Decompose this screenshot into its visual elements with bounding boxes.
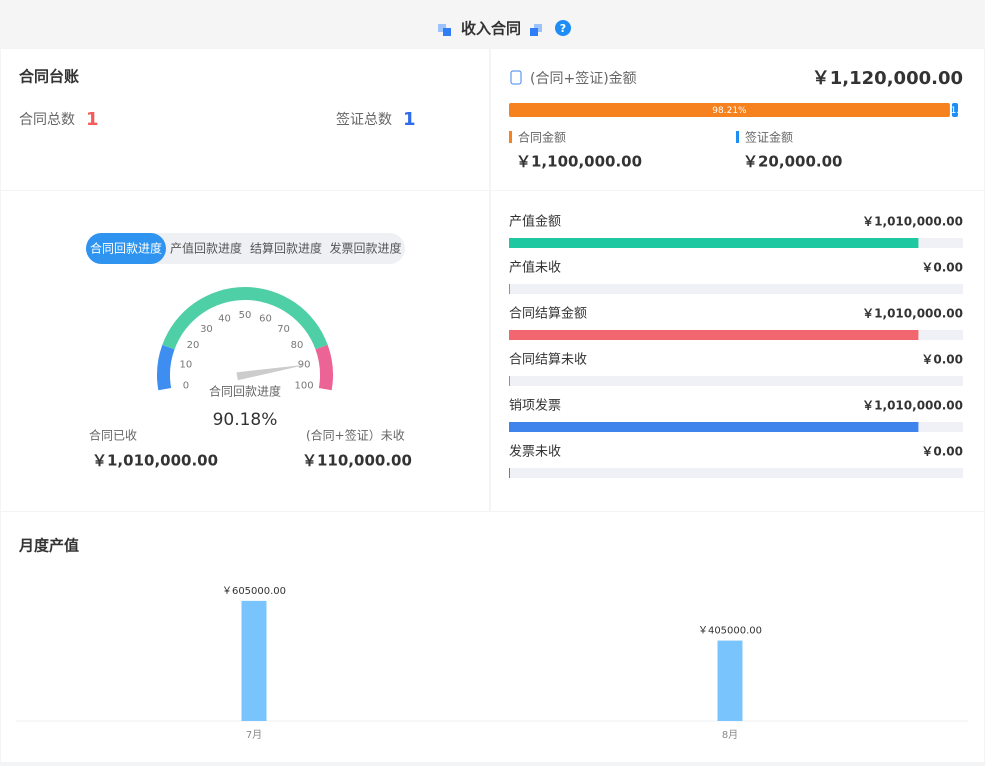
header-title: 收入合同 [461, 20, 521, 38]
progress-value: ￥0.00 [921, 353, 963, 367]
progress-bar [509, 238, 919, 248]
gauge-tick-label: 10 [180, 360, 193, 371]
progress-track [509, 376, 963, 386]
progress-label: 产值金额 [509, 214, 561, 230]
tab[interactable]: 产值回款进度 [170, 241, 242, 256]
gauge-label: 合同回款进度 [209, 384, 281, 399]
tab-bar [86, 233, 405, 264]
amount-segment [951, 103, 958, 117]
progress-track [509, 468, 963, 478]
segment-amount: ￥1,100,000.00 [516, 153, 642, 171]
panel [1, 512, 984, 762]
legend-label: 合同金额 [518, 130, 566, 145]
tab[interactable]: 结算回款进度 [250, 241, 322, 256]
bar-label: ￥405000.00 [698, 626, 762, 637]
progress-label: 合同结算未收 [509, 353, 587, 368]
gauge-tick-label: 50 [239, 310, 252, 321]
received-label: 合同已收 [89, 428, 137, 443]
tab-active[interactable] [86, 233, 166, 264]
gauge-tick-label: 0 [183, 380, 189, 391]
gauge-value: 90.18% [213, 410, 278, 430]
amount-segment-label: 98.21% [712, 106, 747, 116]
amount-segment [509, 103, 950, 117]
amount-total: ￥1,120,000.00 [812, 68, 963, 89]
progress-value: ￥1,010,000.00 [862, 215, 963, 229]
progress-label: 销项发票 [509, 398, 561, 414]
gauge-band [315, 344, 333, 391]
icon [510, 70, 522, 85]
help-text[interactable]: ? [560, 22, 566, 35]
legend-marker [509, 131, 512, 143]
progress-label: 发票未收 [509, 444, 561, 460]
legend-label: 签证金额 [745, 130, 793, 145]
gauge-tick-label: 80 [291, 340, 304, 351]
ledger-title: 合同台账 [18, 68, 79, 86]
gauge-tick-label: 100 [295, 380, 314, 391]
amount-label: (合同+签证)金额 [530, 70, 637, 87]
gauge-tick-label: 60 [259, 314, 272, 325]
bar [717, 640, 743, 721]
gauge-pointer [236, 364, 308, 381]
segment-amount: ￥20,000.00 [743, 153, 842, 171]
progress-value: ￥0.00 [921, 445, 963, 459]
progress-value: ￥0.00 [921, 261, 963, 275]
gauge-tick-label: 70 [277, 324, 290, 335]
bar [241, 600, 267, 721]
x-tick-label: 8月 [722, 729, 738, 741]
icon [443, 28, 451, 36]
progress-start [509, 284, 510, 294]
gauge-tick-label: 20 [187, 340, 200, 351]
gauge-band [157, 344, 175, 391]
ledger-label: 签证总数 [336, 111, 392, 128]
ledger-value: 1 [403, 109, 416, 130]
progress-bar [509, 330, 919, 340]
icon [438, 24, 446, 32]
amount-segment-label: 1. [951, 106, 960, 116]
progress-value: ￥1,010,000.00 [862, 399, 963, 413]
panel [491, 49, 984, 190]
unreceived-value: ￥110,000.00 [302, 452, 412, 470]
legend-marker [736, 131, 739, 143]
icon [530, 28, 538, 36]
progress-bar [509, 422, 919, 432]
ledger-value: 1 [86, 109, 99, 130]
gauge-band [162, 287, 328, 350]
received-value: ￥1,010,000.00 [92, 452, 218, 470]
gauge-tick-label: 40 [218, 314, 231, 325]
monthly-title: 月度产值 [18, 537, 79, 555]
x-tick-label: 7月 [246, 729, 262, 741]
tab[interactable]: 发票回款进度 [329, 241, 401, 256]
unreceived-label: (合同+签证）未收 [306, 428, 405, 443]
progress-start [509, 468, 510, 478]
ledger-label: 合同总数 [19, 112, 75, 128]
progress-label: 产值未收 [509, 260, 561, 276]
bar-label: ￥605000.00 [222, 586, 286, 597]
tab[interactable]: 合同回款进度 [90, 241, 162, 256]
panel [1, 49, 489, 190]
progress-start [509, 376, 510, 386]
progress-label: 合同结算金额 [509, 306, 587, 322]
progress-value: ￥1,010,000.00 [862, 307, 963, 321]
gauge-tick-label: 30 [200, 324, 213, 335]
progress-track [509, 284, 963, 294]
header-bar [0, 0, 985, 48]
help-icon[interactable] [555, 20, 571, 36]
